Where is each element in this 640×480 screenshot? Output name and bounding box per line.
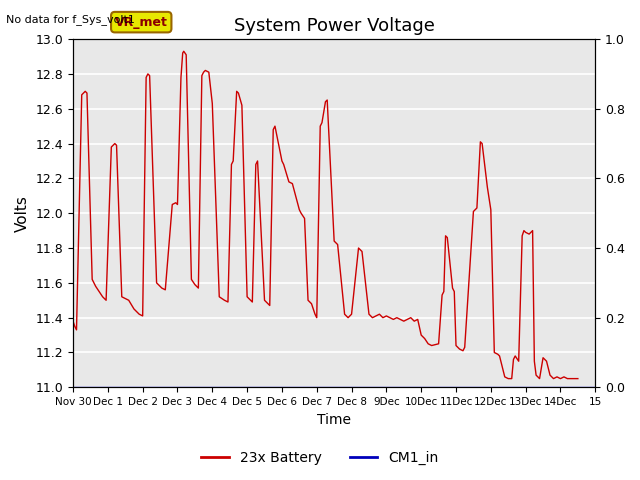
Text: VR_met: VR_met (115, 16, 168, 29)
Legend: 23x Battery, CM1_in: 23x Battery, CM1_in (196, 445, 444, 471)
Text: No data for f_Sys_volt1: No data for f_Sys_volt1 (6, 14, 135, 25)
Y-axis label: Volts: Volts (15, 195, 30, 232)
X-axis label: Time: Time (317, 413, 351, 427)
Title: System Power Voltage: System Power Voltage (234, 17, 435, 35)
